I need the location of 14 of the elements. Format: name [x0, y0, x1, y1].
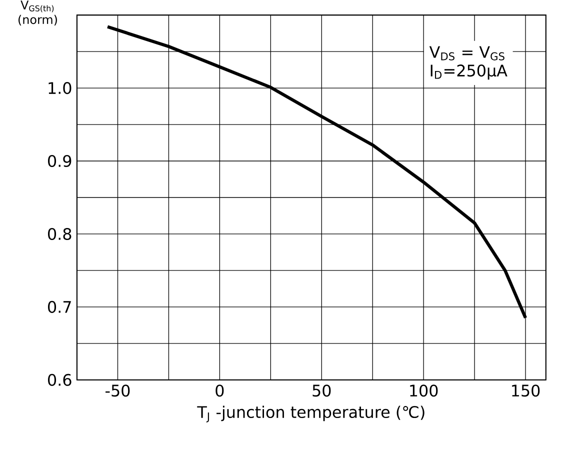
x-tick-label: 150 — [512, 384, 540, 397]
y-tick-label: 0.9 — [48, 155, 72, 168]
annotation: V$_{DS}$ = V$_{GS}$ — [429, 46, 504, 60]
x-axis-title: T$_{J}$ -junction temperature (℃) — [197, 406, 424, 422]
x-tick-label: -50 — [106, 384, 130, 397]
x-tick-label: 100 — [410, 384, 438, 397]
y-tick-label: 0.6 — [48, 374, 72, 386]
y-tick-label: 1.0 — [48, 82, 72, 94]
x-tick-label: 50 — [312, 384, 331, 397]
y-axis-title: V$_{GS(th)}$ (norm) — [18, 0, 57, 26]
x-tick-label: 0 — [216, 384, 224, 397]
y-tick-label: 0.8 — [48, 228, 72, 240]
y-tick-label: 0.7 — [48, 301, 71, 314]
annotation: I$_{D}$=250µA — [430, 64, 508, 80]
